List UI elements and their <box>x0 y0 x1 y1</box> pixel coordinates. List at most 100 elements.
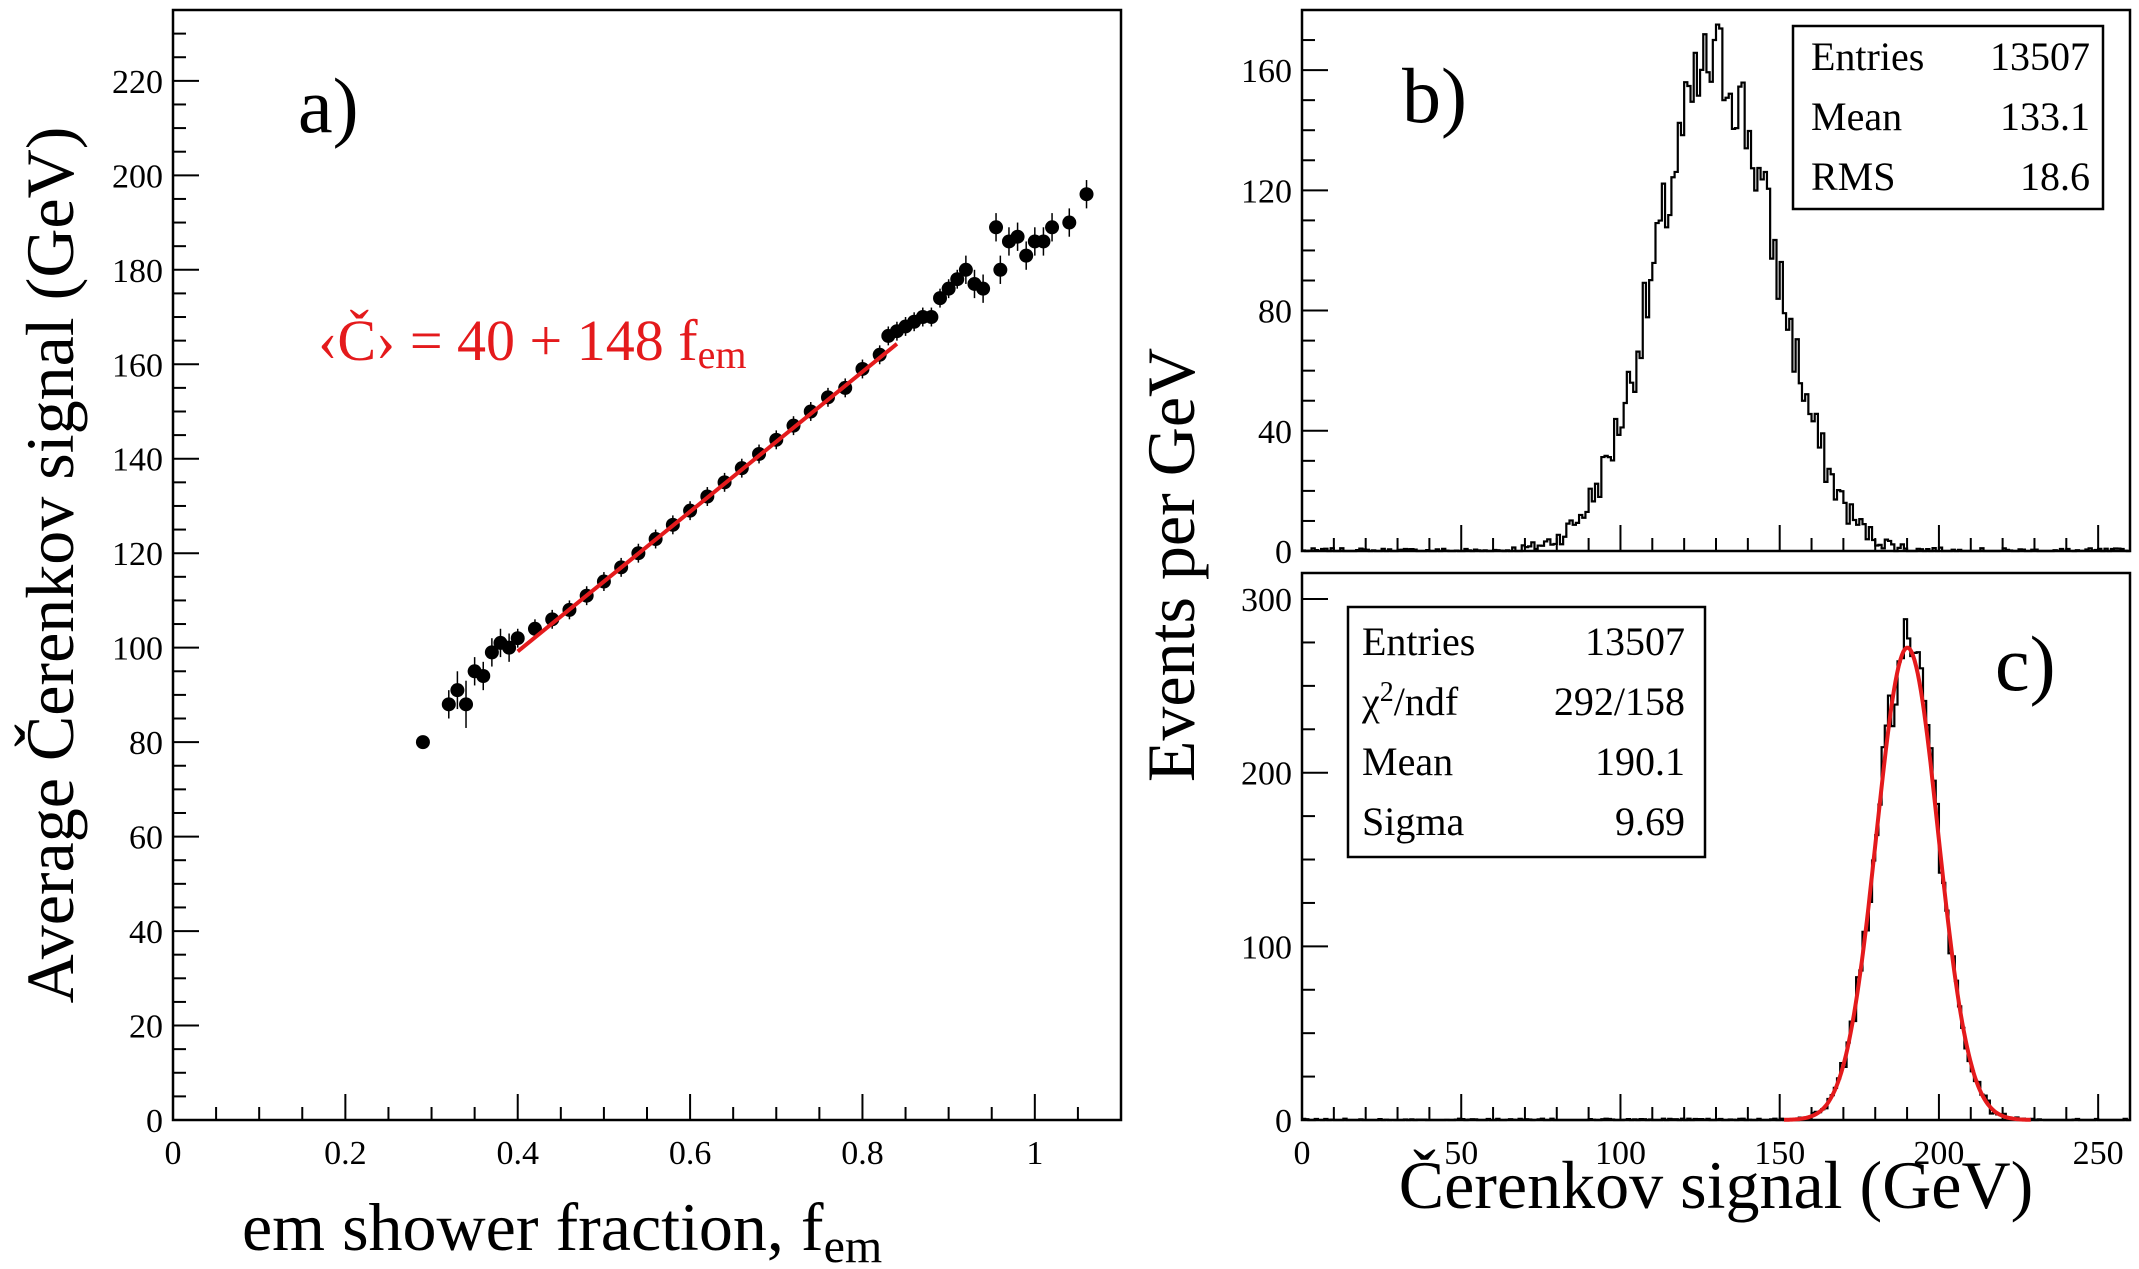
panel-b-stat-label: RMS <box>1811 154 1896 199</box>
panel-a-x-tick-label: 0.4 <box>496 1135 539 1172</box>
panel-b-tick-labels: 0 40 80 120 160 <box>1241 53 1292 571</box>
panel-a-annotation: ‹Č› = 40 + 148 fem <box>318 308 746 377</box>
panel-c-stat-label-text: Sigma <box>1362 799 1464 844</box>
panel-a-ticks <box>172 9 1079 1121</box>
panel-c-stat-label: Sigma <box>1362 799 1464 844</box>
panel-c-x-tick-label: 50 <box>1444 1135 1478 1172</box>
panel-a-y-tick-label: 60 <box>129 820 163 857</box>
panel-a-y-tick-label: 220 <box>112 64 163 101</box>
panel-a-data-point <box>1045 220 1060 235</box>
panel-a-data-point <box>1079 187 1094 202</box>
panel-a-data-point <box>989 220 1004 235</box>
panel-b-stat-value: 133.1 <box>2000 94 2090 139</box>
panel-c-stat-label-text: Entries <box>1362 619 1475 664</box>
panel-a-y-tick-label: 200 <box>112 158 163 195</box>
panel-c-stat-label: Mean <box>1362 739 1453 784</box>
panel-b-stat-value: 13507 <box>1990 34 2090 79</box>
panel-c-stats-frame <box>1346 605 1707 859</box>
panel-a-y-tick-label: 20 <box>129 1009 163 1046</box>
panel-c-fit-curve <box>1784 645 2031 1122</box>
panel-c-stats-rows: Entries 13507 χ2/ndf 292/158 Mean 190.1 Sigma 9… <box>1361 619 1685 844</box>
panel-c-y-tick-label: 0 <box>1275 1103 1292 1140</box>
panel-c-stat-label-sup: 2 <box>1380 677 1394 708</box>
panel-c-tick-labels: 0 100 200 300 0 50 100 150 200 250 <box>1241 582 2124 1172</box>
panel-c: 0 100 200 300 0 50 100 150 200 250 c) Entries 1350… <box>1241 571 2132 1223</box>
panel-a-y-axis-label: Average Čerenkov signal (GeV) <box>12 127 88 1004</box>
panel-c-stat-label-rest: /ndf <box>1394 679 1459 724</box>
panel-b-histogram <box>1302 23 2130 553</box>
panel-a-y-tick-label: 180 <box>112 253 163 290</box>
panel-c-stat-value: 190.1 <box>1595 739 1685 784</box>
panel-c-x-tick-label: 200 <box>1913 1135 1964 1172</box>
panel-a-data-point <box>924 310 939 325</box>
panel-a-label: a) <box>298 62 359 149</box>
panel-b: 0 40 80 120 160 b) Entries 13507 Mean 133.1 RMS 1… <box>1241 8 2132 571</box>
panel-a-data-point <box>484 645 499 660</box>
panel-a-data-point <box>441 697 456 712</box>
panel-c-y-tick-label: 300 <box>1241 582 1292 619</box>
panel-a-x-tick-label: 0 <box>165 1135 182 1172</box>
panel-a-data-point <box>459 697 474 712</box>
panel-a-y-tick-label: 40 <box>129 914 163 951</box>
panel-a-data-point <box>950 272 965 287</box>
panel-c-y-tick-label: 100 <box>1241 929 1292 966</box>
panel-a-x-tick-label: 0.6 <box>669 1135 712 1172</box>
panel-a-data-point <box>450 683 465 698</box>
panel-c-ticks <box>1301 598 2131 1121</box>
panel-a-data-point <box>1010 229 1025 244</box>
panel-b-stat-label-text: RMS <box>1811 154 1896 199</box>
panel-a-data-point <box>415 735 430 750</box>
panel-a-data-point <box>502 640 517 655</box>
panel-a-x-tick-label: 0.8 <box>841 1135 884 1172</box>
panel-a-y-tick-label: 120 <box>112 536 163 573</box>
panel-a-data-points <box>415 180 1094 750</box>
panel-a-data-point <box>993 262 1008 277</box>
panel-a-data-point <box>510 631 525 646</box>
panel-a-x-tick-label: 1 <box>1026 1135 1043 1172</box>
panel-b-stats-rows: Entries 13507 Mean 133.1 RMS 18.6 <box>1811 34 2090 199</box>
panel-b-stat-value: 18.6 <box>2020 154 2090 199</box>
panel-c-x-tick-label: 0 <box>1294 1135 1311 1172</box>
panel-b-stat-label: Mean <box>1811 94 1902 139</box>
panel-a-fit-line <box>516 342 899 653</box>
panel-a-data-point <box>958 262 973 277</box>
panel-a-x-axis-label-text: em shower fraction, f <box>242 1189 824 1265</box>
panel-a-y-tick-label: 0 <box>146 1103 163 1140</box>
panel-b-y-tick-label: 80 <box>1258 294 1292 331</box>
panel-a: 0 0.2 0.4 0.6 0.8 1 0 20 40 60 80 100 120 140 160 180 20… <box>12 8 1123 1269</box>
panel-b-ticks <box>1301 9 2131 552</box>
panel-c-y-tick-label: 200 <box>1241 756 1292 793</box>
panel-a-data-point <box>1062 215 1077 230</box>
panel-a-y-tick-label: 160 <box>112 347 163 384</box>
panel-c-x-axis-label: Čerenkov signal (GeV) <box>1399 1147 2033 1223</box>
panel-c-label: c) <box>1995 620 2056 707</box>
panel-b-y-tick-label: 160 <box>1241 53 1292 90</box>
panel-b-y-tick-label: 0 <box>1275 534 1292 571</box>
panel-c-x-tick-label: 100 <box>1595 1135 1646 1172</box>
panel-c-stat-value: 292/158 <box>1554 679 1685 724</box>
panel-a-frame <box>171 8 1123 1122</box>
panel-a-data-point <box>476 669 491 683</box>
panel-a-tick-labels: 0 0.2 0.4 0.6 0.8 1 0 20 40 60 80 100 120 140 160 180 20… <box>112 64 1043 1172</box>
panel-c-stat-label: χ2/ndf <box>1361 677 1459 724</box>
panel-a-y-tick-label: 100 <box>112 631 163 668</box>
panel-b-stats-frame <box>1791 24 2105 211</box>
panel-b-label: b) <box>1402 52 1467 139</box>
shared-y-axis-label: Events per GeV <box>1133 348 1209 782</box>
panel-b-stat-label-text: Entries <box>1811 34 1924 79</box>
panel-a-annotation-sub: em <box>698 332 747 377</box>
panel-c-stat-label-text: Mean <box>1362 739 1453 784</box>
panel-a-annotation-text: ‹Č› = 40 + 148 f <box>318 308 698 373</box>
panel-a-x-axis-label-sub: em <box>824 1220 883 1269</box>
panel-b-y-tick-label: 40 <box>1258 414 1292 451</box>
panel-c-stat-value: 9.69 <box>1615 799 1685 844</box>
panel-b-stats-box: Entries 13507 Mean 133.1 RMS 18.6 <box>1791 24 2105 211</box>
panel-c-x-tick-label: 150 <box>1754 1135 1805 1172</box>
panel-a-y-tick-label: 80 <box>129 725 163 762</box>
panel-a-data-point <box>1036 234 1051 249</box>
panel-c-x-tick-label: 250 <box>2073 1135 2124 1172</box>
panel-a-data-point <box>1019 248 1034 263</box>
panel-a-x-axis-label: em shower fraction, fem <box>242 1189 882 1269</box>
panel-a-data-point <box>976 281 991 296</box>
